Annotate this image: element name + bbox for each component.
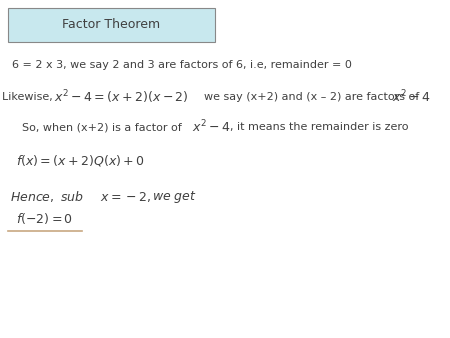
Text: 6 = 2 x 3, we say 2 and 3 are factors of 6, i.e, remainder = 0: 6 = 2 x 3, we say 2 and 3 are factors of… xyxy=(12,60,352,70)
Text: $\mathit{Hence,\ sub}$: $\mathit{Hence,\ sub}$ xyxy=(10,190,84,204)
Text: $x^2-4$: $x^2-4$ xyxy=(192,119,231,135)
Text: $f(-2)=0$: $f(-2)=0$ xyxy=(16,211,73,225)
Text: $x^2-4=(x+2)(x-2)$: $x^2-4=(x+2)(x-2)$ xyxy=(54,88,189,106)
Text: $x=-2,$: $x=-2,$ xyxy=(100,190,151,204)
Text: $x^2-4$: $x^2-4$ xyxy=(392,89,431,105)
Text: we say (x+2) and (x – 2) are factors of: we say (x+2) and (x – 2) are factors of xyxy=(204,92,423,102)
Text: $\mathit{we\ get}$: $\mathit{we\ get}$ xyxy=(152,189,197,205)
FancyBboxPatch shape xyxy=(8,8,215,42)
Text: So, when (x+2) is a factor of: So, when (x+2) is a factor of xyxy=(22,122,185,132)
Text: $f(x)=(x+2)Q(x)+0$: $f(x)=(x+2)Q(x)+0$ xyxy=(16,152,145,168)
Text: , it means the remainder is zero: , it means the remainder is zero xyxy=(230,122,409,132)
Text: Factor Theorem: Factor Theorem xyxy=(63,19,161,31)
Text: Likewise,: Likewise, xyxy=(2,92,56,102)
